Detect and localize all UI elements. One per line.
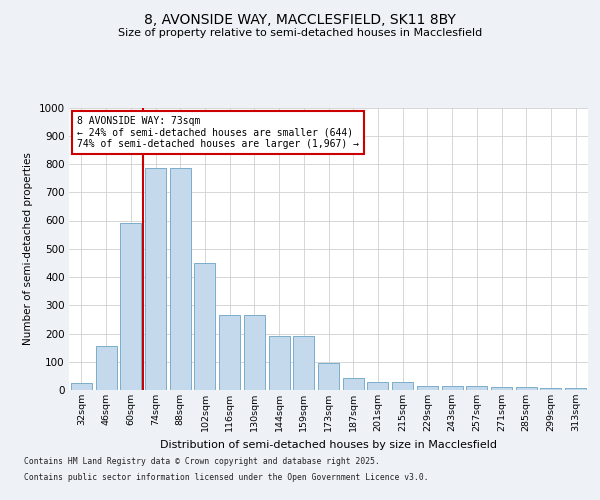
- Bar: [541, 388, 562, 390]
- Bar: [417, 386, 438, 390]
- Bar: [367, 382, 388, 390]
- Bar: [120, 224, 141, 390]
- Bar: [95, 346, 116, 390]
- Bar: [145, 168, 166, 390]
- Bar: [565, 388, 586, 390]
- Bar: [244, 315, 265, 390]
- Bar: [71, 383, 92, 390]
- Text: Contains public sector information licensed under the Open Government Licence v3: Contains public sector information licen…: [24, 472, 428, 482]
- Bar: [194, 263, 215, 390]
- X-axis label: Distribution of semi-detached houses by size in Macclesfield: Distribution of semi-detached houses by …: [160, 440, 497, 450]
- Bar: [491, 387, 512, 390]
- Bar: [318, 362, 339, 390]
- Text: Contains HM Land Registry data © Crown copyright and database right 2025.: Contains HM Land Registry data © Crown c…: [24, 458, 380, 466]
- Bar: [269, 336, 290, 390]
- Y-axis label: Number of semi-detached properties: Number of semi-detached properties: [23, 152, 33, 345]
- Text: Size of property relative to semi-detached houses in Macclesfield: Size of property relative to semi-detach…: [118, 28, 482, 38]
- Bar: [442, 386, 463, 390]
- Text: 8, AVONSIDE WAY, MACCLESFIELD, SK11 8BY: 8, AVONSIDE WAY, MACCLESFIELD, SK11 8BY: [144, 12, 456, 26]
- Bar: [392, 382, 413, 390]
- Bar: [466, 386, 487, 390]
- Text: 8 AVONSIDE WAY: 73sqm
← 24% of semi-detached houses are smaller (644)
74% of sem: 8 AVONSIDE WAY: 73sqm ← 24% of semi-deta…: [77, 116, 359, 149]
- Bar: [170, 168, 191, 390]
- Bar: [516, 387, 537, 390]
- Bar: [343, 378, 364, 390]
- Bar: [219, 315, 240, 390]
- Bar: [293, 336, 314, 390]
